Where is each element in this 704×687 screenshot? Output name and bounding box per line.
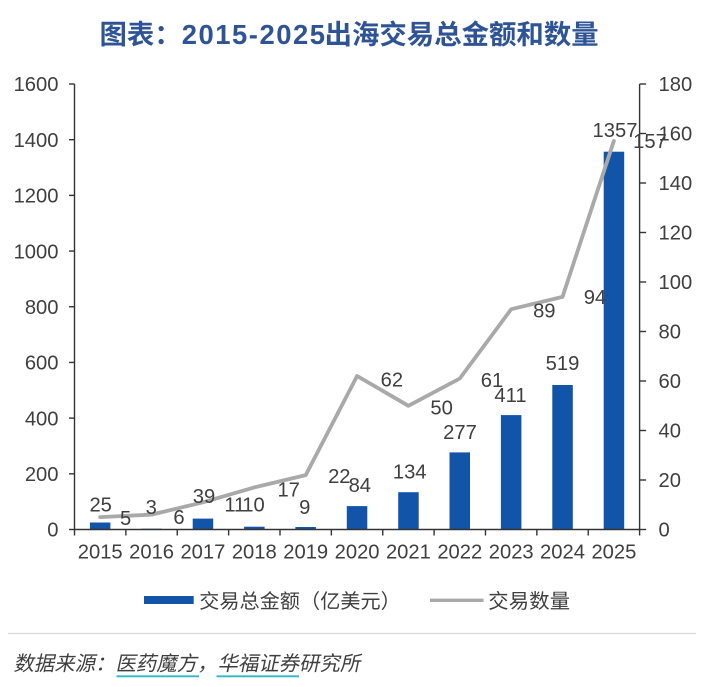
svg-text:62: 62 xyxy=(381,369,403,391)
svg-text:0: 0 xyxy=(659,520,670,542)
svg-text:61: 61 xyxy=(481,370,503,392)
svg-text:60: 60 xyxy=(659,371,681,393)
svg-text:20: 20 xyxy=(659,470,681,492)
svg-text:160: 160 xyxy=(659,124,693,146)
svg-text:2023: 2023 xyxy=(489,541,534,563)
svg-text:22: 22 xyxy=(328,466,350,488)
svg-text:84: 84 xyxy=(349,475,371,497)
svg-text:40: 40 xyxy=(659,421,681,443)
svg-text:2019: 2019 xyxy=(283,541,328,563)
svg-text:2018: 2018 xyxy=(232,541,277,563)
svg-text:120: 120 xyxy=(659,223,693,245)
svg-text:134: 134 xyxy=(393,462,427,484)
svg-text:3: 3 xyxy=(146,497,157,519)
svg-text:17: 17 xyxy=(277,480,299,502)
svg-text:400: 400 xyxy=(25,408,59,430)
svg-text:200: 200 xyxy=(25,464,59,486)
svg-text:2020: 2020 xyxy=(335,541,380,563)
svg-text:25: 25 xyxy=(89,495,111,517)
svg-text:2021: 2021 xyxy=(386,541,431,563)
svg-text:50: 50 xyxy=(430,398,452,420)
svg-text:1200: 1200 xyxy=(14,186,59,208)
svg-text:277: 277 xyxy=(443,422,477,444)
svg-text:2015: 2015 xyxy=(78,541,123,563)
svg-text:39: 39 xyxy=(193,486,215,508)
svg-text:0: 0 xyxy=(47,520,58,542)
svg-text:800: 800 xyxy=(25,297,59,319)
svg-text:1000: 1000 xyxy=(14,241,59,263)
svg-text:519: 519 xyxy=(546,353,580,375)
svg-text:1357: 1357 xyxy=(593,120,638,142)
svg-text:2024: 2024 xyxy=(540,541,585,563)
svg-text:2016: 2016 xyxy=(129,541,174,563)
svg-text:1400: 1400 xyxy=(14,130,59,152)
svg-text:180: 180 xyxy=(659,74,693,96)
svg-text:1600: 1600 xyxy=(14,74,59,96)
svg-text:6: 6 xyxy=(173,507,184,529)
svg-text:11: 11 xyxy=(224,495,245,517)
svg-text:600: 600 xyxy=(25,353,59,375)
svg-text:10: 10 xyxy=(242,495,264,517)
svg-text:80: 80 xyxy=(659,322,681,344)
svg-text:89: 89 xyxy=(533,301,555,323)
svg-text:157: 157 xyxy=(633,131,667,153)
svg-text:9: 9 xyxy=(299,497,310,519)
svg-text:140: 140 xyxy=(659,173,693,195)
svg-text:2022: 2022 xyxy=(437,541,482,563)
svg-text:5: 5 xyxy=(120,508,131,530)
svg-text:2025: 2025 xyxy=(591,541,636,563)
svg-text:411: 411 xyxy=(494,385,526,407)
svg-text:100: 100 xyxy=(659,272,693,294)
svg-text:2017: 2017 xyxy=(180,541,225,563)
svg-text:94: 94 xyxy=(584,287,606,309)
svg-text:2015-2025: 2015-2025 xyxy=(182,19,327,50)
